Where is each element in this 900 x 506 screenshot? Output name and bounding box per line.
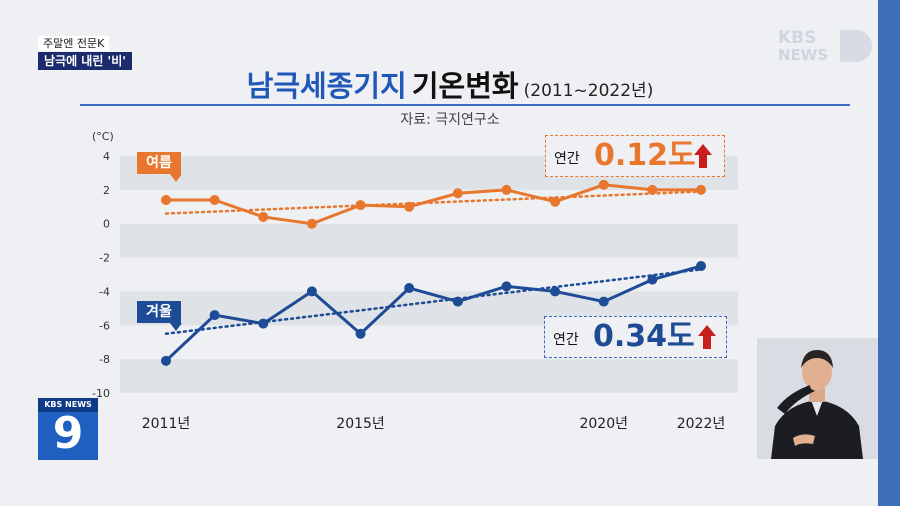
grid-band [120, 359, 738, 393]
summer-callout-label: 연간 [554, 151, 580, 167]
data-point [258, 318, 269, 329]
trend-line [164, 190, 703, 215]
winter-label-pointer [170, 323, 182, 331]
y-tick-label: 0 [103, 218, 110, 231]
data-point [306, 286, 317, 297]
y-unit-label: (°C) [92, 130, 114, 143]
y-tick-label: -8 [99, 353, 110, 366]
data-point [306, 218, 317, 229]
data-point [598, 296, 609, 307]
data-point [355, 328, 366, 339]
data-point [355, 200, 366, 211]
data-point [550, 286, 561, 297]
interpreter-figure-icon [757, 338, 878, 459]
badge-number: 9 [52, 408, 84, 459]
winter-callout-label: 연간 [553, 332, 579, 348]
title-rule [80, 104, 850, 106]
up-arrow-icon [698, 325, 716, 349]
series-label-summer: 여름 [137, 152, 181, 174]
logo-line2: NEWS [778, 46, 829, 64]
source-note: 자료: 극지연구소 [400, 112, 500, 128]
data-point [501, 281, 512, 292]
data-point [209, 310, 220, 321]
summer-callout-value: 0.12도 [594, 138, 696, 173]
title-range: (2011~2022년) [523, 81, 654, 101]
winter-trend-callout: 연간 0.34도 [544, 316, 727, 358]
data-point [696, 261, 706, 272]
data-point [452, 188, 463, 199]
right-edge-strip [878, 0, 900, 506]
data-point [647, 274, 658, 285]
badge-header: KBS NEWS [38, 398, 98, 412]
data-point [161, 195, 171, 206]
data-point [647, 184, 658, 195]
data-point [209, 195, 220, 206]
y-tick-label: -10 [92, 387, 110, 400]
data-point [404, 201, 415, 212]
data-point [598, 179, 609, 190]
summer-label-pointer [170, 174, 182, 182]
data-point [696, 184, 706, 195]
up-arrow-icon [694, 144, 712, 168]
x-tick-label: 2022년 [677, 416, 726, 432]
summer-trend-callout: 연간 0.12도 [545, 135, 725, 177]
kbs-news-logo: KBS NEWS [778, 28, 872, 64]
title-part1: 남극세종기지 [246, 69, 407, 103]
program-tag: 주말엔 전문K [38, 36, 110, 51]
data-point [161, 355, 171, 366]
grid-band [120, 223, 738, 258]
y-tick-label: -2 [99, 252, 110, 265]
data-point [501, 184, 512, 195]
y-tick-label: 2 [103, 184, 110, 197]
series-line [164, 264, 702, 362]
winter-callout-value: 0.34도 [593, 319, 695, 354]
chart-title: 남극세종기지 기온변화 (2011~2022년) [0, 63, 900, 105]
logo-line1: KBS [778, 28, 817, 48]
y-tick-label: -6 [99, 319, 110, 332]
sign-language-interpreter [757, 338, 878, 459]
x-tick-label: 2015년 [336, 416, 385, 432]
data-point [452, 296, 463, 307]
series-label-winter: 겨울 [137, 301, 181, 323]
kbs-news9-badge: KBS NEWS 9 [38, 398, 98, 460]
x-tick-label: 2011년 [142, 416, 191, 432]
y-tick-label: -4 [99, 285, 110, 298]
data-point [404, 283, 415, 294]
data-point [258, 211, 269, 222]
segment-title: 남극에 내린 '비' [38, 52, 132, 70]
title-part2: 기온변화 [411, 69, 519, 103]
data-point [550, 196, 561, 207]
x-tick-label: 2020년 [579, 416, 628, 432]
y-tick-label: 4 [103, 150, 110, 163]
logo-half-circle-icon [840, 30, 872, 62]
series-line [166, 183, 701, 226]
